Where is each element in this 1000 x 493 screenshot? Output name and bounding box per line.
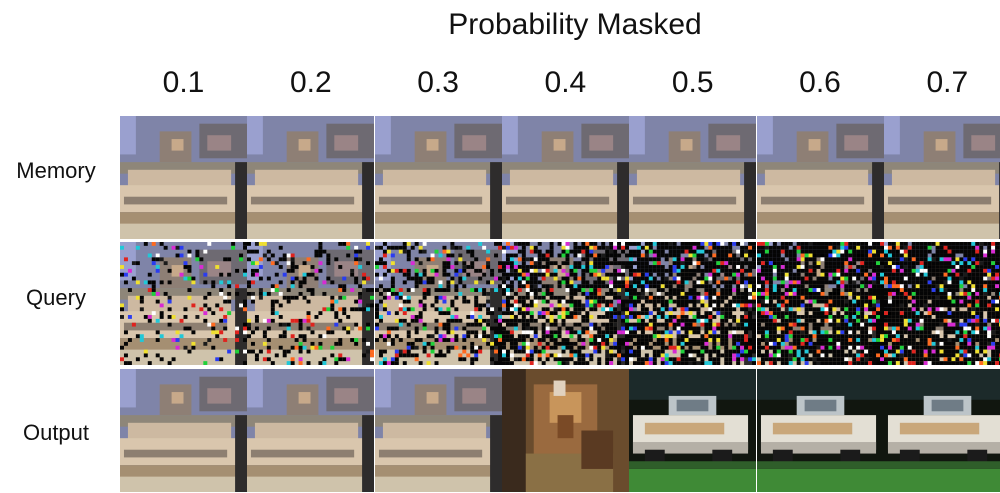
column-label: 0.5 [671, 66, 714, 99]
memory-image-boat [120, 116, 247, 239]
query-masked-image [501, 242, 629, 365]
column-label: 0.4 [544, 66, 587, 99]
output-image-cat [501, 369, 629, 492]
memory-image-boat [883, 116, 1000, 239]
output-image-boat [374, 369, 502, 492]
memory-image-boat [629, 116, 757, 239]
memory-image-boat [374, 116, 502, 239]
query-masked-image [247, 242, 375, 365]
query-masked-image [374, 242, 502, 365]
query-masked-image [756, 242, 884, 365]
query-masked-image [629, 242, 757, 365]
column-label: 0.3 [417, 66, 459, 99]
memory-image-boat [501, 116, 629, 239]
output-image-car [629, 369, 757, 492]
figure-title: Probability Masked [448, 8, 702, 41]
column-label: 0.6 [799, 66, 841, 99]
column-label: 0.1 [162, 66, 205, 99]
row-label: Memory [16, 158, 96, 183]
memory-image-boat [756, 116, 884, 239]
row-label: Query [26, 285, 86, 310]
column-label: 0.7 [926, 66, 969, 99]
memory-image-boat [247, 116, 375, 239]
output-image-car [756, 369, 884, 492]
query-masked-image [883, 242, 1000, 365]
output-image-boat [247, 369, 375, 492]
output-image-car [883, 369, 1000, 492]
output-image-boat [120, 369, 247, 492]
row-label: Output [22, 420, 90, 445]
column-label: 0.2 [289, 66, 332, 99]
query-masked-image [120, 242, 247, 365]
